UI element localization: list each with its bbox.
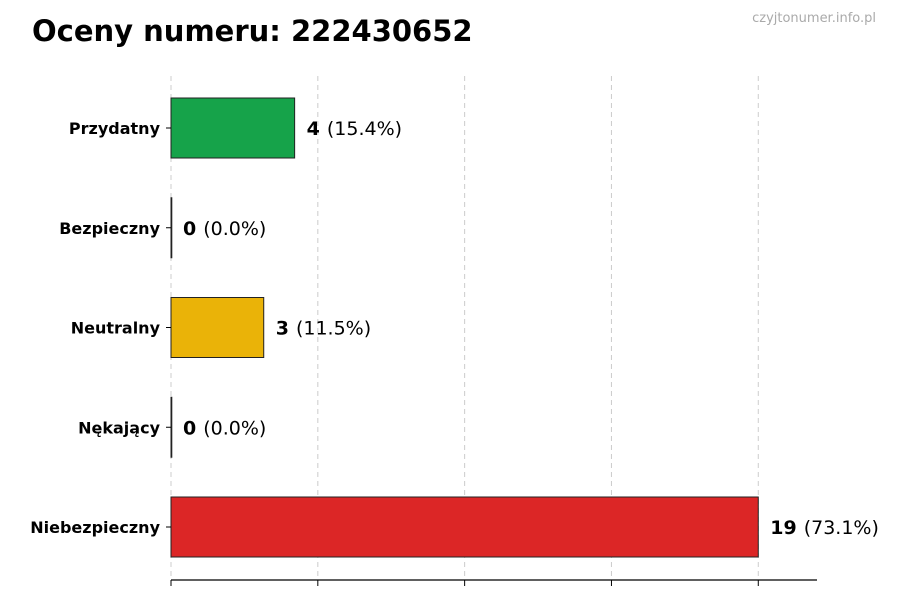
bar (170, 297, 265, 358)
data-label-percent: (15.4%) (327, 118, 402, 140)
category-label: Bezpieczny (59, 219, 160, 238)
x-axis: Przydatny Bezpieczny Neutralny Nękający Nieb… (30, 119, 817, 586)
data-label: 19 (73.1%) (770, 517, 879, 539)
data-label: 4 (15.4%) (307, 118, 402, 140)
data-label: 3 (11.5%) (276, 318, 371, 340)
data-label-percent: (73.1%) (804, 517, 879, 539)
category-label: Niebezpieczny (30, 518, 160, 537)
bar (170, 396, 173, 458)
data-label: 0 (0.0%) (183, 417, 266, 439)
bar (170, 496, 759, 558)
bars: 4 (15.4%) 0 (0.0%) 3 (11.5%) 0 (0.0%) 19 (73.1%) (170, 97, 879, 558)
data-label: 0 (0.0%) (183, 218, 266, 240)
data-label-percent: (11.5%) (296, 318, 371, 340)
data-label-count: 19 (770, 517, 796, 539)
bar (170, 97, 296, 159)
data-label-count: 3 (276, 318, 289, 340)
category-label: Neutralny (71, 319, 161, 338)
watermark: czyjtonumer.info.pl (752, 11, 876, 26)
data-label-count: 0 (183, 218, 196, 240)
data-label-count: 0 (183, 417, 196, 439)
chart-title: Oceny numeru: 222430652 (32, 14, 473, 48)
category-label: Przydatny (69, 119, 161, 138)
category-label: Nękający (78, 418, 160, 437)
bar (170, 197, 173, 259)
data-label-percent: (0.0%) (203, 417, 266, 439)
data-label-count: 4 (307, 118, 320, 140)
data-label-percent: (0.0%) (203, 218, 266, 240)
